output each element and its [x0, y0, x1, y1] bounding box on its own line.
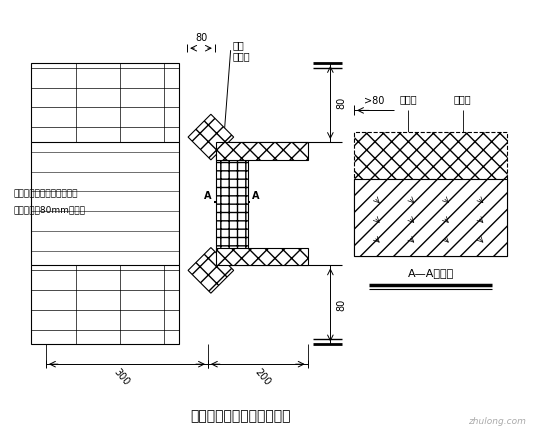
Bar: [31, 265, 179, 344]
Bar: [354, 179, 507, 255]
Text: 附加: 附加: [232, 40, 244, 50]
Text: 网格布: 网格布: [399, 94, 417, 105]
Polygon shape: [188, 114, 234, 160]
Text: 挤塑板: 挤塑板: [454, 94, 472, 105]
Text: A: A: [204, 191, 212, 201]
Text: zhulong.com: zhulong.com: [468, 417, 526, 426]
Text: A: A: [253, 191, 260, 201]
Text: >80: >80: [363, 97, 384, 106]
Text: 300: 300: [112, 367, 132, 388]
Bar: [31, 63, 179, 142]
Text: 门窗洞口附加网络布示意图: 门窗洞口附加网络布示意图: [190, 409, 291, 423]
Text: 200: 200: [253, 367, 273, 388]
Text: 网格布: 网格布: [232, 51, 250, 61]
Text: 80: 80: [195, 33, 207, 43]
Text: 预粘不小于80mm网格布: 预粘不小于80mm网格布: [13, 205, 86, 214]
Bar: [354, 132, 507, 179]
Bar: [216, 142, 249, 265]
Bar: [216, 142, 307, 160]
Text: 80: 80: [337, 299, 346, 311]
Text: 与墙体接触一面用粘结砂浆: 与墙体接触一面用粘结砂浆: [13, 189, 78, 198]
Bar: [216, 248, 307, 265]
Text: A—A剖面图: A—A剖面图: [408, 268, 454, 278]
Polygon shape: [188, 247, 234, 293]
Text: 80: 80: [337, 97, 346, 108]
